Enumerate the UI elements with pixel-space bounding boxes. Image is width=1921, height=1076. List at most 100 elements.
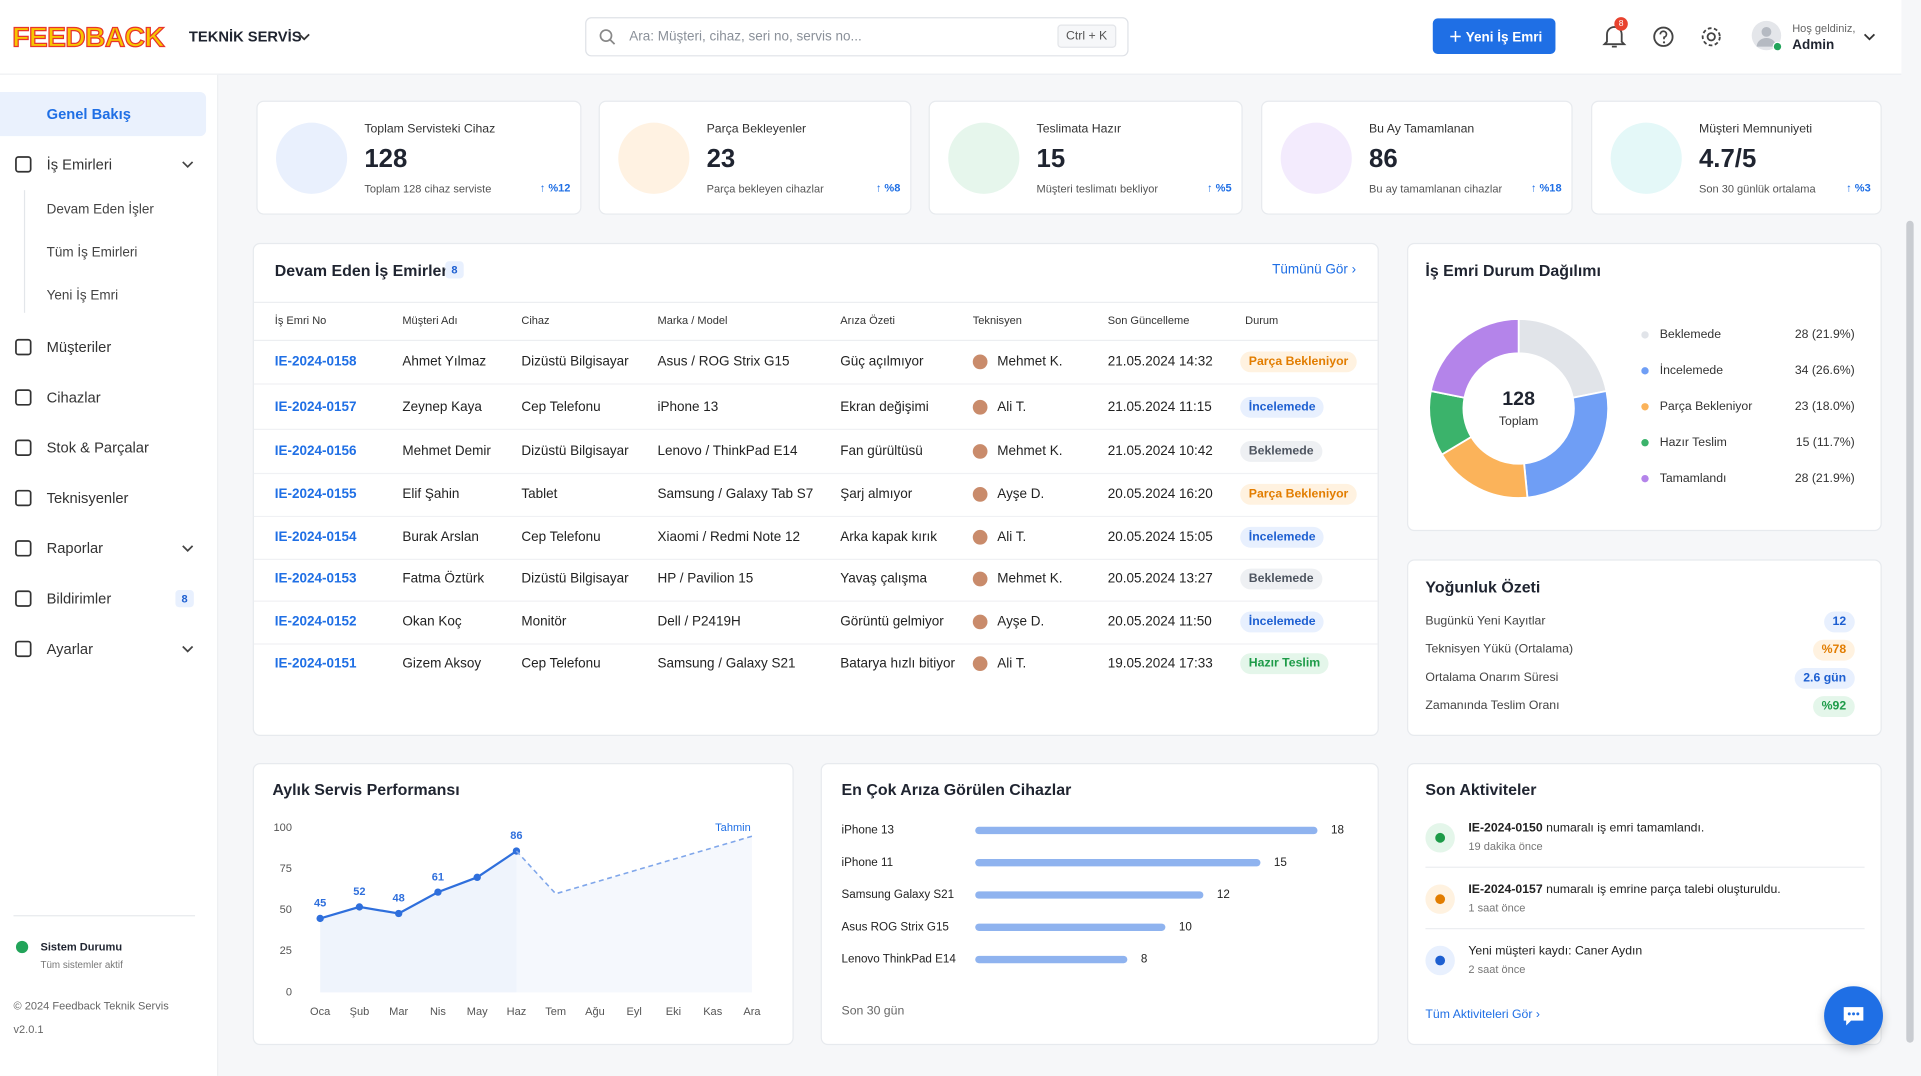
table-cell: Ekran değişimi xyxy=(840,399,929,415)
density-value: %92 xyxy=(1813,696,1855,718)
order-id[interactable]: IE-2024-0157 xyxy=(274,399,357,415)
table-cell: Güç açılmıyor xyxy=(840,354,924,370)
orders-link-text[interactable]: Tümünü Gör xyxy=(1272,262,1348,278)
nav-subitem[interactable]: Tüm İş Emirleri xyxy=(46,245,138,261)
new-order-text: Yeni İş Emri xyxy=(1465,30,1543,46)
orders-card xyxy=(252,242,1379,737)
nav-item[interactable]: İş Emirleri xyxy=(46,155,113,173)
status-pill: Beklemede xyxy=(1240,568,1323,590)
status-card-title: İş Emri Durum Dağılımı xyxy=(1425,261,1601,280)
line-title: Aylık Servis Performansı xyxy=(272,780,460,799)
table-cell: Lenovo / ThinkPad E14 xyxy=(657,444,798,459)
table-cell: Görüntü gelmiyor xyxy=(840,614,944,630)
activity-message: numaralı iş emrine parça talebi oluşturu… xyxy=(1542,883,1781,897)
nav-item[interactable]: Müşteriler xyxy=(46,338,112,356)
activity-time: 19 dakika önce xyxy=(1468,840,1543,853)
stat-change-value: %5 xyxy=(1215,181,1232,194)
activity-link[interactable]: Tüm Aktiviteleri Gör › xyxy=(1425,1008,1540,1022)
stat-title: Teslimata Hazır xyxy=(1036,122,1122,137)
bar-card xyxy=(820,763,1379,1046)
density-card xyxy=(1407,559,1882,737)
status-text: Tüm sistemler aktif xyxy=(40,959,123,971)
service-name[interactable]: TEKNİK SERVİS xyxy=(188,28,302,46)
nav-subitem[interactable]: Yeni İş Emri xyxy=(46,288,119,303)
activity-time: 1 saat önce xyxy=(1468,901,1526,914)
stat-note: Son 30 günlük ortalama xyxy=(1698,182,1816,196)
table-cell: Ali T. xyxy=(997,529,1027,545)
stat-change: ↑ %12 xyxy=(539,181,571,194)
new-order-label: ＋ Yeni İş Emri xyxy=(1448,30,1543,46)
nav-subitem[interactable]: Devam Eden İşler xyxy=(46,202,154,218)
divider xyxy=(13,915,196,917)
activity-message: numaralı iş emri tamamlandı. xyxy=(1542,821,1705,836)
order-id[interactable]: IE-2024-0152 xyxy=(274,614,357,630)
bar-title: En Çok Arıza Görülen Cihazlar xyxy=(841,780,1072,799)
density-title: Yoğunluk Özeti xyxy=(1425,577,1541,597)
logo: FEEDBACK xyxy=(12,20,166,53)
table-cell: 21.05.2024 10:42 xyxy=(1107,444,1213,459)
version: v2.0.1 xyxy=(13,1023,44,1036)
stat-title: Toplam Servisteki Cihaz xyxy=(364,122,496,137)
table-header: Son Güncelleme xyxy=(1107,314,1190,327)
search-box[interactable] xyxy=(585,17,1129,57)
nav-item[interactable]: Cihazlar xyxy=(46,388,101,407)
nav-item[interactable]: Genel Bakış xyxy=(46,105,131,123)
nav-item[interactable]: Ayarlar xyxy=(46,640,93,658)
orders-link[interactable]: Tümünü Gör › xyxy=(1272,262,1357,278)
table-cell: Ayşe D. xyxy=(997,614,1045,630)
table-cell: Cep Telefonu xyxy=(521,399,601,415)
active-item-bg xyxy=(0,92,207,137)
table-cell: 21.05.2024 11:15 xyxy=(1107,399,1212,415)
table-header: İş Emri No xyxy=(274,314,327,327)
table-cell: Ahmet Yılmaz xyxy=(402,354,487,370)
table-cell: Dell / P2419H xyxy=(657,614,741,630)
nav-item[interactable]: Teknisyenler xyxy=(46,489,129,507)
new-order-button[interactable] xyxy=(1432,18,1556,54)
table-cell: Fatma Öztürk xyxy=(402,571,485,587)
settings-icon[interactable] xyxy=(1699,25,1724,50)
help-icon[interactable] xyxy=(1651,25,1676,50)
table-head-bg xyxy=(253,301,1378,342)
status-pill: Hazır Teslim xyxy=(1240,653,1329,675)
table-cell: Cep Telefonu xyxy=(521,529,601,545)
nav-item[interactable]: Bildirimler xyxy=(46,590,112,608)
stat-value: 4.7/5 xyxy=(1698,144,1757,173)
notification-badge: 8 xyxy=(1614,17,1628,31)
order-id[interactable]: IE-2024-0155 xyxy=(274,486,357,502)
activity-link-text[interactable]: Tüm Aktiviteleri Gör xyxy=(1425,1008,1533,1022)
status-pill: İncelemede xyxy=(1240,396,1325,418)
order-id[interactable]: IE-2024-0156 xyxy=(274,444,357,459)
table-cell: Ali T. xyxy=(997,399,1027,415)
table-cell: Mehmet K. xyxy=(997,354,1063,370)
stat-title: Müşteri Memnuniyeti xyxy=(1698,122,1813,137)
table-cell: 20.05.2024 11:50 xyxy=(1107,614,1212,630)
orders-count: 8 xyxy=(445,261,464,279)
stat-value: 86 xyxy=(1368,144,1398,173)
stat-note: Toplam 128 cihaz serviste xyxy=(364,182,492,196)
line-card xyxy=(252,763,794,1046)
table-cell: 20.05.2024 13:27 xyxy=(1107,571,1213,587)
nav-item[interactable]: Stok & Parçalar xyxy=(46,439,149,457)
stat-change-value: %18 xyxy=(1539,181,1562,194)
stat-icon-bg xyxy=(1280,122,1352,194)
greeting: Hoş geldiniz, xyxy=(1792,22,1856,35)
table-cell: 20.05.2024 16:20 xyxy=(1107,486,1213,502)
order-id[interactable]: IE-2024-0154 xyxy=(274,529,357,545)
table-cell: Okan Koç xyxy=(402,614,462,630)
table-cell: 20.05.2024 15:05 xyxy=(1107,529,1213,545)
stat-icon-bg xyxy=(948,122,1020,194)
table-cell: Dizüstü Bilgisayar xyxy=(521,354,629,370)
order-id[interactable]: IE-2024-0158 xyxy=(274,354,357,370)
status-title: Sistem Durumu xyxy=(40,940,123,954)
status-pill: İncelemede xyxy=(1240,611,1325,633)
stat-title: Bu Ay Tamamlanan xyxy=(1368,122,1475,137)
avatar[interactable] xyxy=(1751,20,1785,54)
table-cell: Gizem Aksoy xyxy=(402,656,482,672)
user-name: Admin xyxy=(1792,38,1835,53)
nav-item[interactable]: Raporlar xyxy=(46,539,104,557)
order-id[interactable]: IE-2024-0153 xyxy=(274,571,357,587)
stat-change: ↑ %5 xyxy=(1207,181,1232,194)
order-id[interactable]: IE-2024-0151 xyxy=(274,656,357,672)
status-pill: İncelemede xyxy=(1240,526,1325,548)
table-cell: Cep Telefonu xyxy=(521,656,601,672)
